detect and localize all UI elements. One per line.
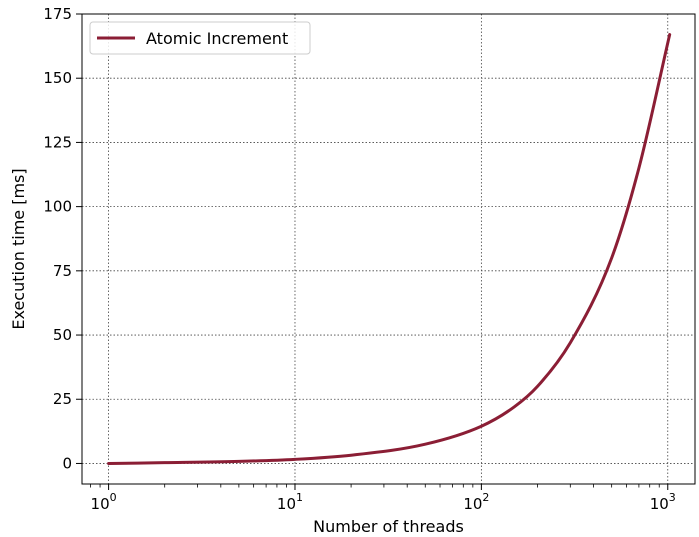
y-tick-label: 125 <box>43 133 72 151</box>
x-tick-label-exponent: 1 <box>296 491 303 504</box>
y-tick-label: 150 <box>43 69 72 87</box>
x-tick-label-base: 10 <box>277 495 296 513</box>
series-group <box>107 33 672 465</box>
y-tick-label: 50 <box>53 326 72 344</box>
y-tick-label: 175 <box>43 5 72 23</box>
x-tick-label-base: 10 <box>650 495 669 513</box>
plot-frame <box>81 13 696 485</box>
x-tick-label: 102 <box>463 491 489 513</box>
y-axis-ticks: 0 25 50 75 100 125 150 175 <box>43 5 82 472</box>
x-axis-ticks: 100 101 102 103 <box>90 484 676 513</box>
x-tick-label-exponent: 2 <box>482 491 489 504</box>
x-tick-label: 100 <box>91 491 117 513</box>
x-tick-label: 101 <box>277 491 303 513</box>
y-tick-label: 100 <box>43 198 72 216</box>
x-tick-label-exponent: 3 <box>669 491 676 504</box>
y-tick-label: 75 <box>53 262 72 280</box>
x-tick-label-exponent: 0 <box>110 491 117 504</box>
x-axis-label: Number of threads <box>313 517 464 536</box>
y-tick-label: 25 <box>53 390 72 408</box>
series-line-atomic-increment <box>107 33 672 465</box>
legend-label: Atomic Increment <box>146 29 288 48</box>
x-tick-label-base: 10 <box>463 495 482 513</box>
x-tick-label: 103 <box>650 491 676 513</box>
legend: Atomic Increment <box>89 21 311 55</box>
y-axis-label: Execution time [ms] <box>9 168 28 329</box>
legend-box <box>89 21 311 55</box>
x-tick-label-base: 10 <box>91 495 110 513</box>
y-tick-label: 0 <box>62 454 72 472</box>
